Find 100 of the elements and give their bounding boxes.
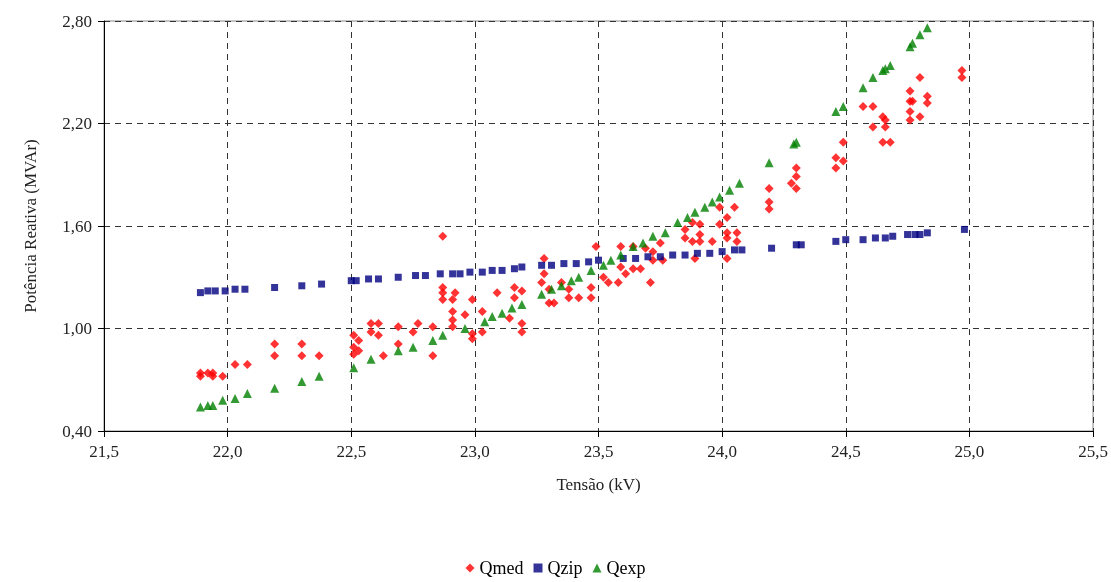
point: [211, 287, 219, 295]
point: [683, 212, 693, 222]
point: [271, 284, 279, 291]
point: [858, 83, 868, 93]
point: [632, 254, 640, 262]
x-tick-label: 24,0: [707, 442, 737, 461]
y-tick-label: 1,00: [62, 319, 92, 338]
point: [885, 60, 895, 70]
point: [706, 249, 714, 257]
point: [648, 231, 658, 241]
point: [574, 272, 584, 282]
point: [560, 260, 568, 268]
x-tick-label: 25,0: [954, 442, 985, 461]
point: [586, 265, 596, 275]
point: [768, 244, 776, 252]
y-axis-title: Potência Reativa (MVAr): [21, 139, 40, 313]
point: [606, 255, 616, 265]
y-tick-label: 1,60: [62, 216, 92, 236]
point: [738, 246, 746, 254]
point: [221, 287, 229, 295]
y-tick-label: 0,40: [62, 421, 92, 441]
point: [428, 335, 438, 345]
point: [831, 107, 841, 117]
point: [923, 229, 931, 237]
point: [196, 289, 204, 297]
point: [730, 246, 738, 254]
point: [797, 241, 805, 249]
point: [242, 388, 252, 398]
legend-label: Qmed: [479, 558, 524, 578]
point: [734, 178, 744, 188]
x-tick-label: 21,5: [89, 442, 119, 461]
point: [681, 251, 689, 259]
point: [488, 266, 496, 274]
point: [669, 251, 677, 259]
x-tick-label: 22,0: [212, 442, 243, 461]
point: [366, 354, 376, 364]
y-tick-label: 2,80: [62, 11, 92, 31]
point: [230, 394, 240, 404]
point: [421, 272, 429, 280]
point: [700, 202, 710, 212]
point: [904, 231, 912, 239]
point: [725, 185, 735, 195]
legend-label: Qexp: [606, 558, 646, 578]
point: [764, 158, 774, 168]
point: [616, 250, 626, 260]
point: [195, 402, 205, 412]
point: [673, 218, 683, 228]
point: [548, 261, 556, 269]
point: [881, 234, 889, 242]
point: [832, 237, 840, 245]
point: [478, 268, 486, 276]
point: [915, 30, 925, 40]
point: [456, 270, 464, 278]
point: [298, 282, 306, 290]
point: [466, 268, 474, 276]
x-tick-label: 23,0: [460, 442, 490, 461]
point: [438, 330, 448, 340]
point: [449, 270, 457, 278]
point: [572, 260, 580, 268]
point: [270, 383, 280, 393]
point: [517, 300, 527, 310]
point: [204, 287, 212, 295]
point: [352, 277, 360, 285]
point: [510, 265, 518, 273]
point: [297, 376, 307, 386]
x-axis-title: Tensão (kV): [556, 475, 641, 494]
point: [718, 248, 726, 256]
x-tick-label: 22,5: [336, 442, 367, 461]
point: [394, 273, 402, 281]
legend-label: Qzip: [547, 558, 583, 578]
point: [871, 234, 879, 242]
point: [598, 260, 608, 270]
point: [838, 101, 848, 111]
point: [374, 275, 382, 283]
point: [690, 207, 700, 217]
point: [314, 371, 324, 381]
point: [487, 312, 497, 322]
point: [460, 324, 470, 333]
point: [656, 253, 664, 261]
point: [595, 256, 602, 264]
point: [318, 280, 326, 288]
point: [556, 281, 566, 291]
point: [231, 285, 239, 293]
point: [889, 232, 897, 240]
x-tick-label: 23,5: [583, 442, 614, 461]
point: [518, 263, 526, 271]
point: [538, 261, 546, 269]
y-tick-label: 2,20: [62, 114, 92, 133]
point: [585, 258, 593, 266]
point: [208, 400, 218, 410]
point: [436, 270, 444, 278]
point: [412, 272, 420, 280]
point: [218, 395, 228, 405]
point: [859, 236, 867, 244]
point: [507, 303, 517, 313]
point: [868, 72, 878, 82]
point: [842, 236, 850, 244]
point: [498, 266, 506, 274]
point: [908, 38, 918, 48]
point: [497, 308, 507, 318]
